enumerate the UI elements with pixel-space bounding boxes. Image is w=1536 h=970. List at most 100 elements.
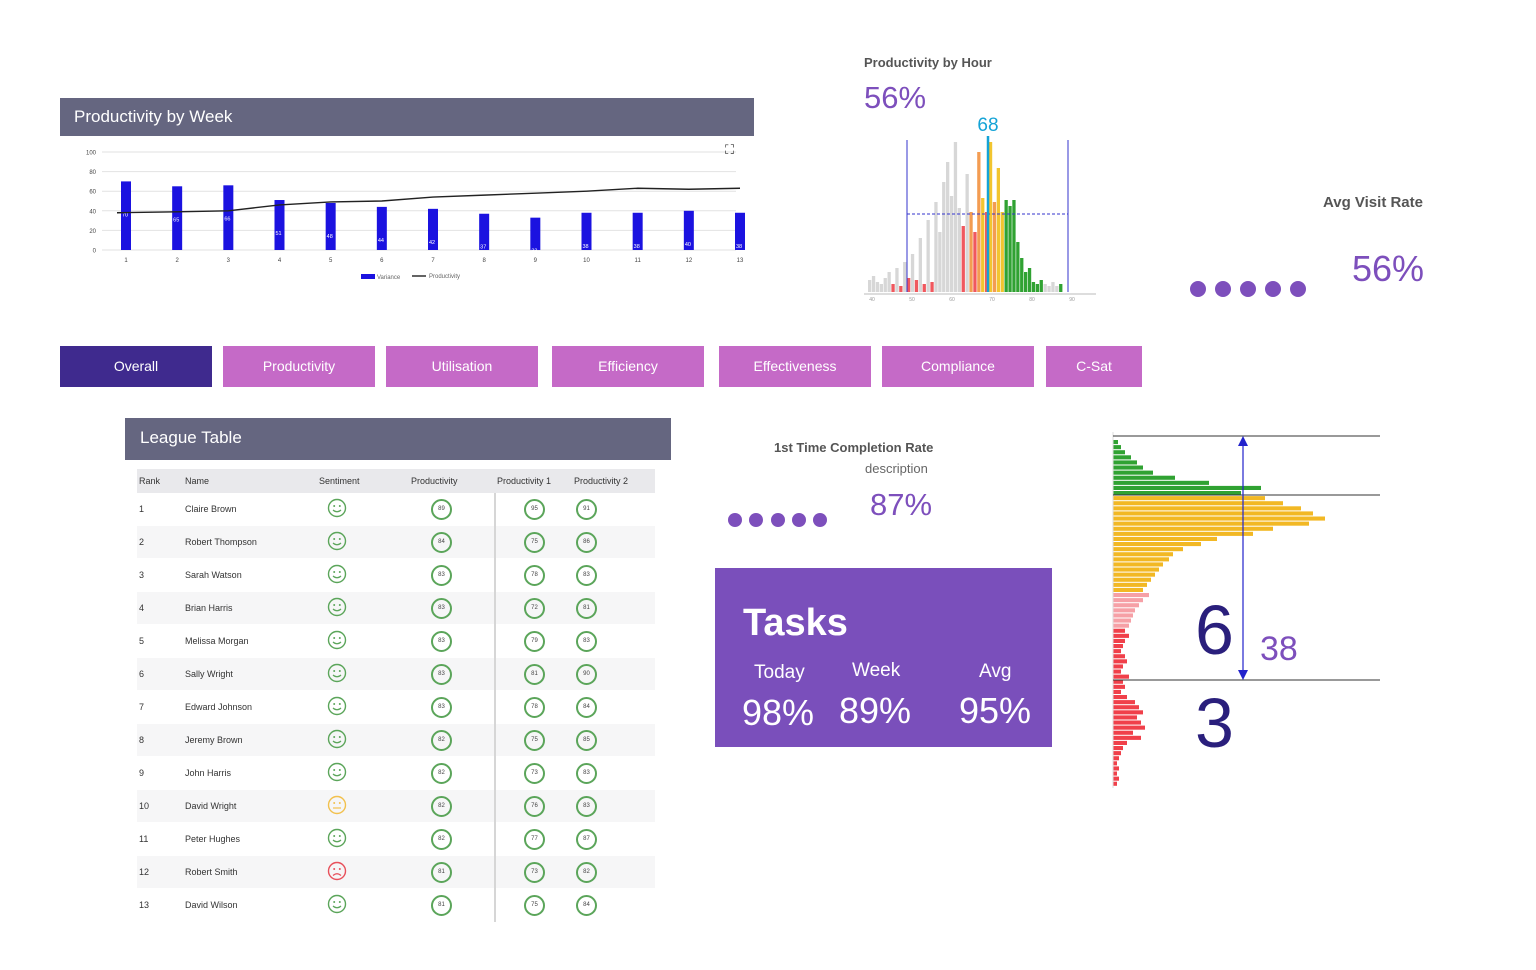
productivity-1-cell: 95 bbox=[494, 493, 572, 526]
distribution-bar bbox=[1113, 460, 1137, 465]
histogram-bar bbox=[875, 282, 880, 292]
tasks-avg-value: 95% bbox=[959, 690, 1032, 731]
distribution-bar bbox=[1113, 475, 1175, 480]
tab-utilisation[interactable]: Utilisation bbox=[386, 346, 538, 387]
table-row[interactable]: 11 Peter Hughes 82 77 87 bbox=[137, 822, 655, 856]
happy-face-icon bbox=[327, 630, 347, 650]
tab-productivity[interactable]: Productivity bbox=[223, 346, 375, 387]
score-badge: 82 bbox=[576, 861, 597, 883]
score-badge: 79 bbox=[524, 630, 545, 652]
avg-visit-dots bbox=[1190, 281, 1320, 299]
table-row[interactable]: 13 David Wilson 81 75 84 bbox=[137, 888, 655, 922]
productivity-2-cell: 83 bbox=[572, 558, 655, 592]
table-row[interactable]: 1 Claire Brown 89 95 91 bbox=[137, 493, 655, 526]
column-header-productivity-1[interactable]: Productivity 1 bbox=[495, 469, 572, 493]
bar bbox=[274, 200, 285, 250]
table-row[interactable]: 5 Melissa Morgan 83 79 83 bbox=[137, 624, 655, 658]
distribution-bar bbox=[1113, 725, 1145, 730]
distribution-bar bbox=[1113, 644, 1123, 649]
histogram-bar bbox=[868, 280, 872, 292]
completion-rate-title: 1st Time Completion Rate bbox=[774, 440, 934, 455]
histogram-bar bbox=[973, 232, 977, 292]
table-row[interactable]: 2 Robert Thompson 84 75 86 bbox=[137, 525, 655, 559]
completion-rate-description: description bbox=[865, 461, 928, 476]
x-tick-label: 6 bbox=[380, 258, 384, 264]
x-tick-label: 10 bbox=[583, 258, 590, 264]
bar-value-label: 70 bbox=[122, 212, 128, 218]
sentiment-cell bbox=[317, 657, 409, 691]
table-row[interactable]: 9 John Harris 82 73 83 bbox=[137, 756, 655, 790]
distribution-upper-number: 6 bbox=[1195, 591, 1234, 669]
table-row[interactable]: 10 David Wright 82 76 83 bbox=[137, 789, 655, 823]
range-arrow-up bbox=[1238, 436, 1248, 446]
name-cell: Sally Wright bbox=[183, 657, 317, 691]
sentiment-cell bbox=[317, 525, 409, 559]
distribution-bar bbox=[1113, 552, 1173, 557]
table-row[interactable]: 12 Robert Smith 81 73 82 bbox=[137, 855, 655, 889]
score-badge: 87 bbox=[576, 828, 597, 850]
histogram-bar bbox=[887, 272, 891, 292]
expand-icon[interactable]: ⛶ bbox=[725, 142, 735, 157]
bar-value-label: 66 bbox=[224, 216, 230, 222]
column-header-productivity-2[interactable]: Productivity 2 bbox=[572, 469, 655, 493]
distribution-bar bbox=[1113, 766, 1119, 771]
legend-variance-label: Variance bbox=[377, 275, 401, 281]
tab-overall[interactable]: Overall bbox=[60, 346, 212, 387]
avg-visit-rate-percent: 56% bbox=[1351, 248, 1424, 289]
sentiment-cell bbox=[317, 624, 409, 658]
distribution-bar bbox=[1113, 720, 1141, 725]
bar-value-label: 44 bbox=[378, 238, 384, 244]
tab-c-sat[interactable]: C-Sat bbox=[1046, 346, 1142, 387]
y-tick-label: 100 bbox=[86, 151, 97, 157]
histogram-bar bbox=[934, 202, 938, 292]
happy-face-icon bbox=[327, 498, 347, 518]
table-row[interactable]: 3 Sarah Watson 83 78 83 bbox=[137, 558, 655, 592]
name-cell: Melissa Morgan bbox=[183, 624, 317, 658]
y-tick-label: 40 bbox=[89, 209, 96, 215]
happy-face-icon bbox=[327, 564, 347, 584]
rating-dot bbox=[792, 513, 806, 527]
table-row[interactable]: 8 Jeremy Brown 82 75 85 bbox=[137, 723, 655, 757]
histogram-bar bbox=[985, 212, 989, 292]
score-badge: 83 bbox=[576, 564, 597, 586]
x-tick-label: 70 bbox=[989, 297, 995, 303]
table-row[interactable]: 4 Brian Harris 83 72 81 bbox=[137, 591, 655, 625]
distribution-bar bbox=[1113, 659, 1127, 664]
distribution-bar bbox=[1113, 593, 1149, 598]
distribution-bar bbox=[1113, 761, 1117, 766]
distribution-bar bbox=[1113, 501, 1283, 506]
column-header-name[interactable]: Name bbox=[183, 469, 317, 493]
histogram-bar bbox=[1016, 242, 1020, 292]
rating-dot bbox=[749, 513, 763, 527]
distribution-bar bbox=[1113, 496, 1265, 501]
happy-face-icon bbox=[327, 531, 347, 551]
score-badge: 89 bbox=[431, 498, 452, 520]
x-tick-label: 9 bbox=[534, 258, 538, 264]
productivity-by-hour-chart: 68 40 50 60 70 80 90 bbox=[864, 115, 1096, 303]
histogram-bar bbox=[969, 212, 973, 292]
bar-value-label: 37 bbox=[480, 245, 486, 251]
table-row[interactable]: 6 Sally Wright 83 81 90 bbox=[137, 657, 655, 691]
distribution-bar bbox=[1113, 531, 1253, 536]
sentiment-cell bbox=[317, 756, 409, 790]
distribution-bar bbox=[1113, 582, 1147, 587]
distribution-bar bbox=[1113, 557, 1169, 562]
column-header-rank[interactable]: Rank bbox=[137, 469, 183, 493]
distribution-bar bbox=[1113, 781, 1117, 786]
distribution-bar bbox=[1113, 689, 1121, 694]
distribution-bar bbox=[1113, 562, 1163, 567]
distribution-bar bbox=[1113, 740, 1127, 745]
histogram-bar bbox=[965, 174, 969, 292]
name-cell: Peter Hughes bbox=[183, 822, 317, 856]
tab-efficiency[interactable]: Efficiency bbox=[552, 346, 704, 387]
productivity-cell: 82 bbox=[409, 822, 495, 856]
rank-cell: 1 bbox=[137, 493, 183, 526]
score-badge: 83 bbox=[431, 663, 452, 685]
avg-visit-rate-title: Avg Visit Rate bbox=[1322, 194, 1423, 211]
table-row[interactable]: 7 Edward Johnson 83 78 84 bbox=[137, 690, 655, 724]
column-header-sentiment[interactable]: Sentiment bbox=[317, 469, 409, 493]
name-cell: Robert Thompson bbox=[183, 525, 317, 559]
tab-effectiveness[interactable]: Effectiveness bbox=[719, 346, 871, 387]
tab-compliance[interactable]: Compliance bbox=[882, 346, 1034, 387]
column-header-productivity[interactable]: Productivity bbox=[409, 469, 495, 493]
